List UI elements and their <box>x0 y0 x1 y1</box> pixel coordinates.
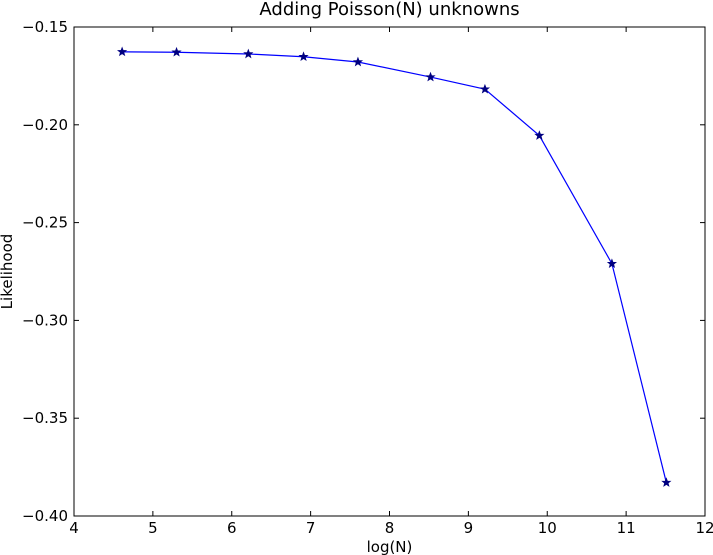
y-tick-label: −0.20 <box>22 116 68 134</box>
x-tick-label: 10 <box>538 519 557 537</box>
x-tick-label: 11 <box>617 519 636 537</box>
y-tick-label: −0.35 <box>22 409 68 427</box>
x-tick-label: 4 <box>69 519 79 537</box>
x-tick-label: 7 <box>306 519 316 537</box>
y-tick-label: −0.30 <box>22 311 68 329</box>
data-point-star <box>661 477 672 487</box>
x-tick-label: 8 <box>385 519 395 537</box>
plot-frame <box>73 26 706 517</box>
x-tick-label: 9 <box>464 519 474 537</box>
data-point-star <box>479 83 491 94</box>
axis-ticks: 4 5 6 7 8 9 10 11 12 −0.40 −0.35 −0.30 −0.25 −0.20 −0.… <box>22 18 713 537</box>
data-point-star <box>425 71 436 82</box>
data-point-star <box>606 258 618 269</box>
chart-title: Adding Poisson(N) unknowns <box>259 0 519 20</box>
y-tick-label: −0.25 <box>22 214 68 232</box>
x-axis-label: log(N) <box>367 538 413 555</box>
x-tick-label: 6 <box>227 519 237 537</box>
data-point-star <box>534 130 545 140</box>
x-tick-label: 12 <box>695 519 713 537</box>
series-line <box>122 51 667 483</box>
data-point-star <box>117 46 128 57</box>
data-point-star <box>298 51 309 62</box>
y-axis-label: Likelihood <box>0 234 16 310</box>
y-tick-label: −0.15 <box>22 18 68 36</box>
y-tick-label: −0.40 <box>22 507 68 525</box>
data-point-star <box>352 56 364 67</box>
x-tick-label: 5 <box>148 519 158 537</box>
data-point-star <box>171 46 182 57</box>
data-point-star <box>243 48 254 59</box>
series-layer <box>117 46 672 487</box>
